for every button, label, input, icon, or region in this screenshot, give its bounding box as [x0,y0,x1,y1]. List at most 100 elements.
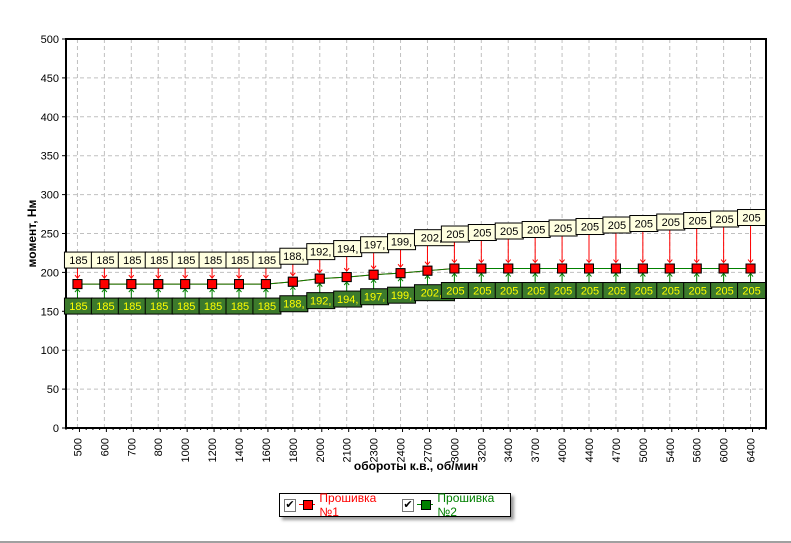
series-1-data-label: 185 [69,255,87,267]
series-2-data-label: 205 [527,286,545,298]
series-1-arrow-head-icon [289,272,296,277]
series-1-arrow-head-icon [74,274,81,279]
series-1-data-label: 205 [715,214,733,226]
series-1-marker [341,272,352,283]
series-1-marker [449,263,460,274]
x-tick-label: 4700 [611,438,623,462]
x-axis-title: обороты к.в., об/мин [354,459,478,473]
series-1-data-label: 205 [527,225,545,237]
y-tick-label: 450 [41,73,59,85]
series-1-data-label: 197, [364,240,385,252]
series-2-data-label: 192, [310,296,331,308]
series-1-marker [637,263,648,274]
series-1-marker [368,269,379,280]
x-tick-label: 1000 [180,438,192,462]
series-1-marker [530,263,541,274]
series-2-data-label: 185 [69,301,87,313]
series-1-marker [691,263,702,274]
series-1-arrow-head-icon [586,259,592,264]
series-2-data-label-box [737,282,767,300]
series-1-arrow-head-icon [639,259,646,264]
legend: ✔ Прошивка №1 ✔ Прошивка №2 [279,491,511,519]
series-1-line [77,268,751,285]
series-1-marker [718,263,729,274]
x-tick-label: 800 [153,438,165,456]
series-1-data-label: 185 [177,255,195,267]
series-2-data-label: 205 [473,286,491,298]
series-1-marker [180,279,191,290]
series-1-marker [234,279,244,290]
series-1-arrow-head-icon [128,274,135,279]
series-1-data-label: 185 [150,255,168,267]
legend-item-series-1[interactable]: ✔ Прошивка №1 [284,491,392,519]
series-1-arrow-head-icon [666,259,673,264]
x-tick-label: 6000 [719,438,731,462]
series-2-data-label: 185 [258,301,276,313]
y-tick-label: 350 [41,151,59,163]
series-2-data-label: 205 [554,286,572,298]
series-1-arrow-head-icon [236,274,242,279]
series-1-data-label: 185 [96,255,114,267]
series-1-marker [314,273,325,284]
series-2-data-label: 205 [662,286,680,298]
series-1-arrow-head-icon [747,259,754,264]
series-2-data-label: 185 [231,301,249,313]
y-tick-label: 250 [41,229,59,241]
series-1-marker [99,279,110,290]
x-tick-label: 3700 [530,438,542,462]
y-axis-title: момент, Нм [25,199,39,267]
x-tick-label: 6400 [746,438,758,462]
series-1-data-label: 185 [204,255,222,267]
series-1-marker [664,263,675,274]
legend-item-series-2[interactable]: ✔ Прошивка №2 [402,491,510,519]
y-tick-label: 0 [53,423,59,435]
series-2-checkbox[interactable]: ✔ [402,498,415,512]
series-2-data-label: 205 [635,286,653,298]
series-1-checkbox[interactable]: ✔ [284,498,297,512]
x-tick-label: 2700 [422,438,434,462]
series-2-label: Прошивка №2 [437,491,495,519]
x-tick-label: 2300 [369,438,381,462]
series-1-marker [72,279,83,290]
x-tick-label: 5000 [638,438,650,462]
series-1-arrow-head-icon [505,259,512,264]
series-1-arrow-head-icon [559,259,565,264]
x-tick-label: 2000 [315,438,327,462]
x-tick-label: 500 [72,438,84,456]
series-1-data-label: 205 [608,220,626,232]
series-1-data-label: 205 [662,217,680,229]
series-1-data-label: 205 [446,229,464,241]
x-tick-label: 5600 [692,438,704,462]
x-tick-label: 5400 [665,438,677,462]
x-tick-label: 1400 [234,438,246,462]
series-1-data-label: 188, [283,251,304,263]
series-1-data-label: 199, [391,237,412,249]
series-1-arrow-head-icon [693,259,700,264]
series-1-arrow-head-icon [182,274,189,279]
x-tick-label: 2400 [396,438,408,462]
series-1-data-label: 185 [231,255,249,267]
x-tick-label: 2100 [342,438,354,462]
series-1-arrow-head-icon [720,259,727,264]
series-1-arrow-head-icon [370,265,377,270]
series-2-data-label: 197, [364,292,385,304]
series-1-marker [557,263,568,274]
series-1-data-label: 205 [473,228,491,240]
series-1-arrow-head-icon [209,274,215,279]
series-1-arrow-head-icon [532,259,539,264]
series-1-arrow-head-icon [263,274,269,279]
series-1-marker [287,276,298,287]
series-1-data-label: 205 [635,219,653,231]
series-2-data-label: 205 [608,286,626,298]
series-1-arrow-head-icon [451,259,458,264]
series-2-data-label: 199, [391,290,412,302]
series-2-data-label: 205 [500,286,518,298]
series-1-arrow-head-icon [316,269,323,274]
series-1-arrow-head-icon [424,261,431,266]
series-1-arrow-head-icon [155,274,162,279]
x-tick-label: 1200 [207,438,219,462]
series-2-data-label: 205 [446,286,464,298]
y-tick-label: 200 [41,267,59,279]
